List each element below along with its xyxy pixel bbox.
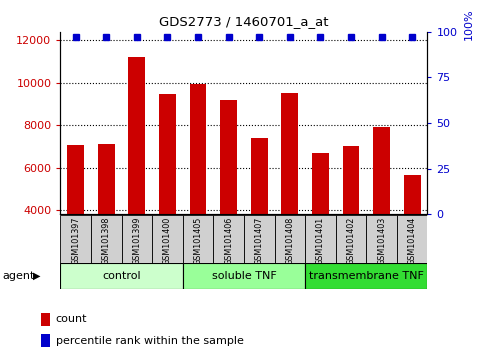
Bar — [183, 263, 305, 289]
Text: control: control — [102, 271, 141, 281]
Bar — [91, 215, 122, 264]
Text: GSM101407: GSM101407 — [255, 217, 264, 265]
Bar — [128, 57, 145, 214]
Bar — [60, 215, 91, 264]
Text: transmembrane TNF: transmembrane TNF — [309, 271, 424, 281]
Bar — [251, 138, 268, 214]
Bar — [305, 215, 336, 264]
Text: percentile rank within the sample: percentile rank within the sample — [56, 336, 243, 346]
Text: soluble TNF: soluble TNF — [212, 271, 276, 281]
Bar — [404, 175, 421, 214]
Bar — [98, 144, 114, 214]
Bar — [159, 95, 176, 214]
Bar — [60, 263, 183, 289]
Bar — [41, 334, 50, 347]
Bar — [397, 215, 427, 264]
Bar — [336, 215, 366, 264]
Bar — [67, 145, 84, 214]
Text: GSM101397: GSM101397 — [71, 217, 80, 265]
Text: GSM101406: GSM101406 — [224, 217, 233, 265]
Text: GSM101398: GSM101398 — [102, 217, 111, 265]
Text: agent: agent — [2, 271, 35, 281]
Bar — [122, 215, 152, 264]
Text: GSM101403: GSM101403 — [377, 217, 386, 265]
Bar — [220, 100, 237, 214]
Text: GSM101400: GSM101400 — [163, 217, 172, 265]
Bar — [190, 84, 206, 214]
Bar — [373, 127, 390, 214]
Bar — [41, 313, 50, 326]
Text: GSM101401: GSM101401 — [316, 217, 325, 265]
Text: GSM101402: GSM101402 — [346, 217, 355, 265]
Bar — [366, 215, 397, 264]
Bar — [312, 153, 329, 214]
Text: GSM101404: GSM101404 — [408, 217, 417, 265]
Title: GDS2773 / 1460701_a_at: GDS2773 / 1460701_a_at — [159, 15, 328, 28]
Bar — [244, 215, 274, 264]
Bar — [183, 215, 213, 264]
Bar — [213, 215, 244, 264]
Text: GSM101399: GSM101399 — [132, 217, 142, 265]
Text: ▶: ▶ — [33, 271, 41, 281]
Text: GSM101408: GSM101408 — [285, 217, 294, 265]
Bar — [152, 215, 183, 264]
Bar — [342, 146, 359, 214]
Text: count: count — [56, 314, 87, 325]
Bar — [305, 263, 427, 289]
Text: GSM101405: GSM101405 — [194, 217, 202, 265]
Y-axis label: 100%: 100% — [464, 9, 474, 40]
Bar — [274, 215, 305, 264]
Bar — [282, 93, 298, 214]
